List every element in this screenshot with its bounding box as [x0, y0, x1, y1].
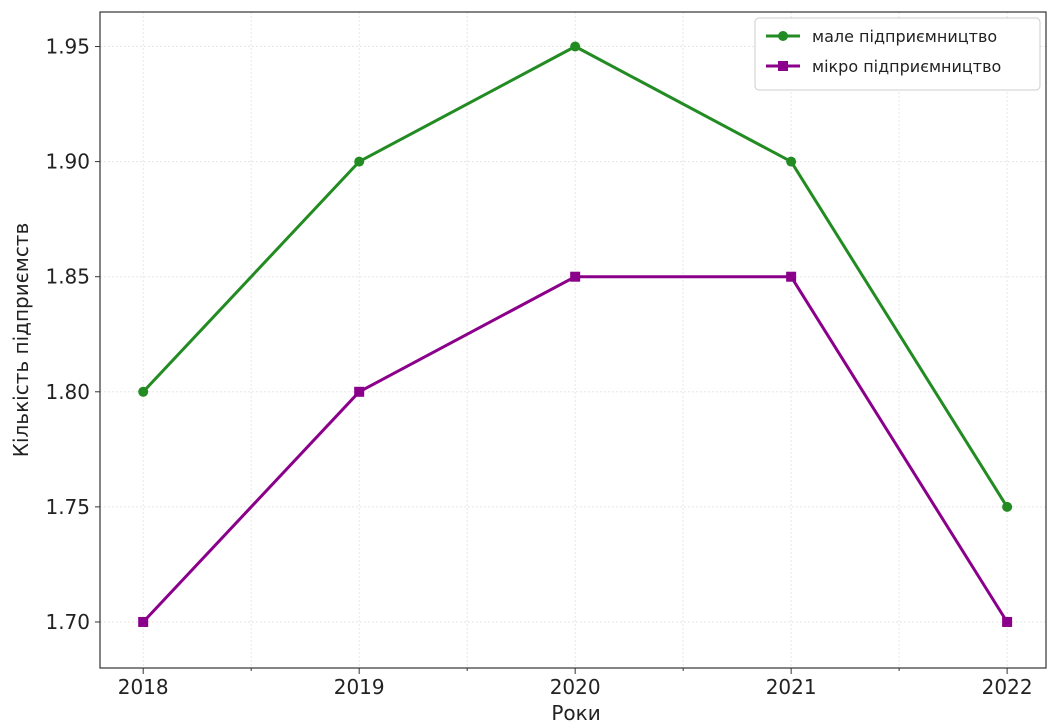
data-point	[786, 271, 797, 282]
x-tick-label: 2020	[550, 675, 601, 699]
x-axis-label: Роки	[551, 701, 600, 725]
data-point	[1002, 501, 1013, 512]
legend-box	[754, 17, 1041, 91]
y-tick-label: 1.80	[45, 380, 90, 404]
data-point	[138, 616, 149, 627]
series-markers	[138, 41, 1013, 627]
data-point	[1002, 616, 1013, 627]
plot-background	[100, 12, 1046, 668]
data-point	[354, 386, 365, 397]
legend-label: мікро підприємництво	[812, 57, 1001, 76]
y-tick-label: 1.95	[45, 35, 90, 59]
data-point	[570, 41, 581, 52]
data-point	[138, 386, 149, 397]
y-axis-label: Кількість підприємств	[9, 223, 33, 457]
y-tick-label: 1.70	[45, 610, 90, 634]
data-point	[354, 156, 365, 167]
legend-label: мале підприємництво	[812, 27, 997, 46]
data-point	[786, 156, 797, 167]
y-tick-label: 1.75	[45, 495, 90, 519]
x-tick-label: 2018	[118, 675, 169, 699]
plot-frame	[99, 11, 1047, 669]
grid-lines	[100, 12, 1046, 668]
legend: мале підприємництво мікро підприємництво	[754, 17, 1041, 91]
legend-marker	[778, 61, 788, 71]
y-tick-label: 1.90	[45, 150, 90, 174]
x-tick-label: 2019	[334, 675, 385, 699]
y-tick-label: 1.85	[45, 265, 90, 289]
y-axis-ticks: 1.70 1.75 1.80 1.85 1.90 1.95	[45, 35, 100, 634]
x-tick-label: 2021	[766, 675, 817, 699]
x-axis-ticks: 2018 2019 2020 2021 2022	[118, 668, 1033, 699]
x-tick-label: 2022	[982, 675, 1033, 699]
legend-marker	[778, 31, 788, 41]
data-point	[570, 271, 581, 282]
